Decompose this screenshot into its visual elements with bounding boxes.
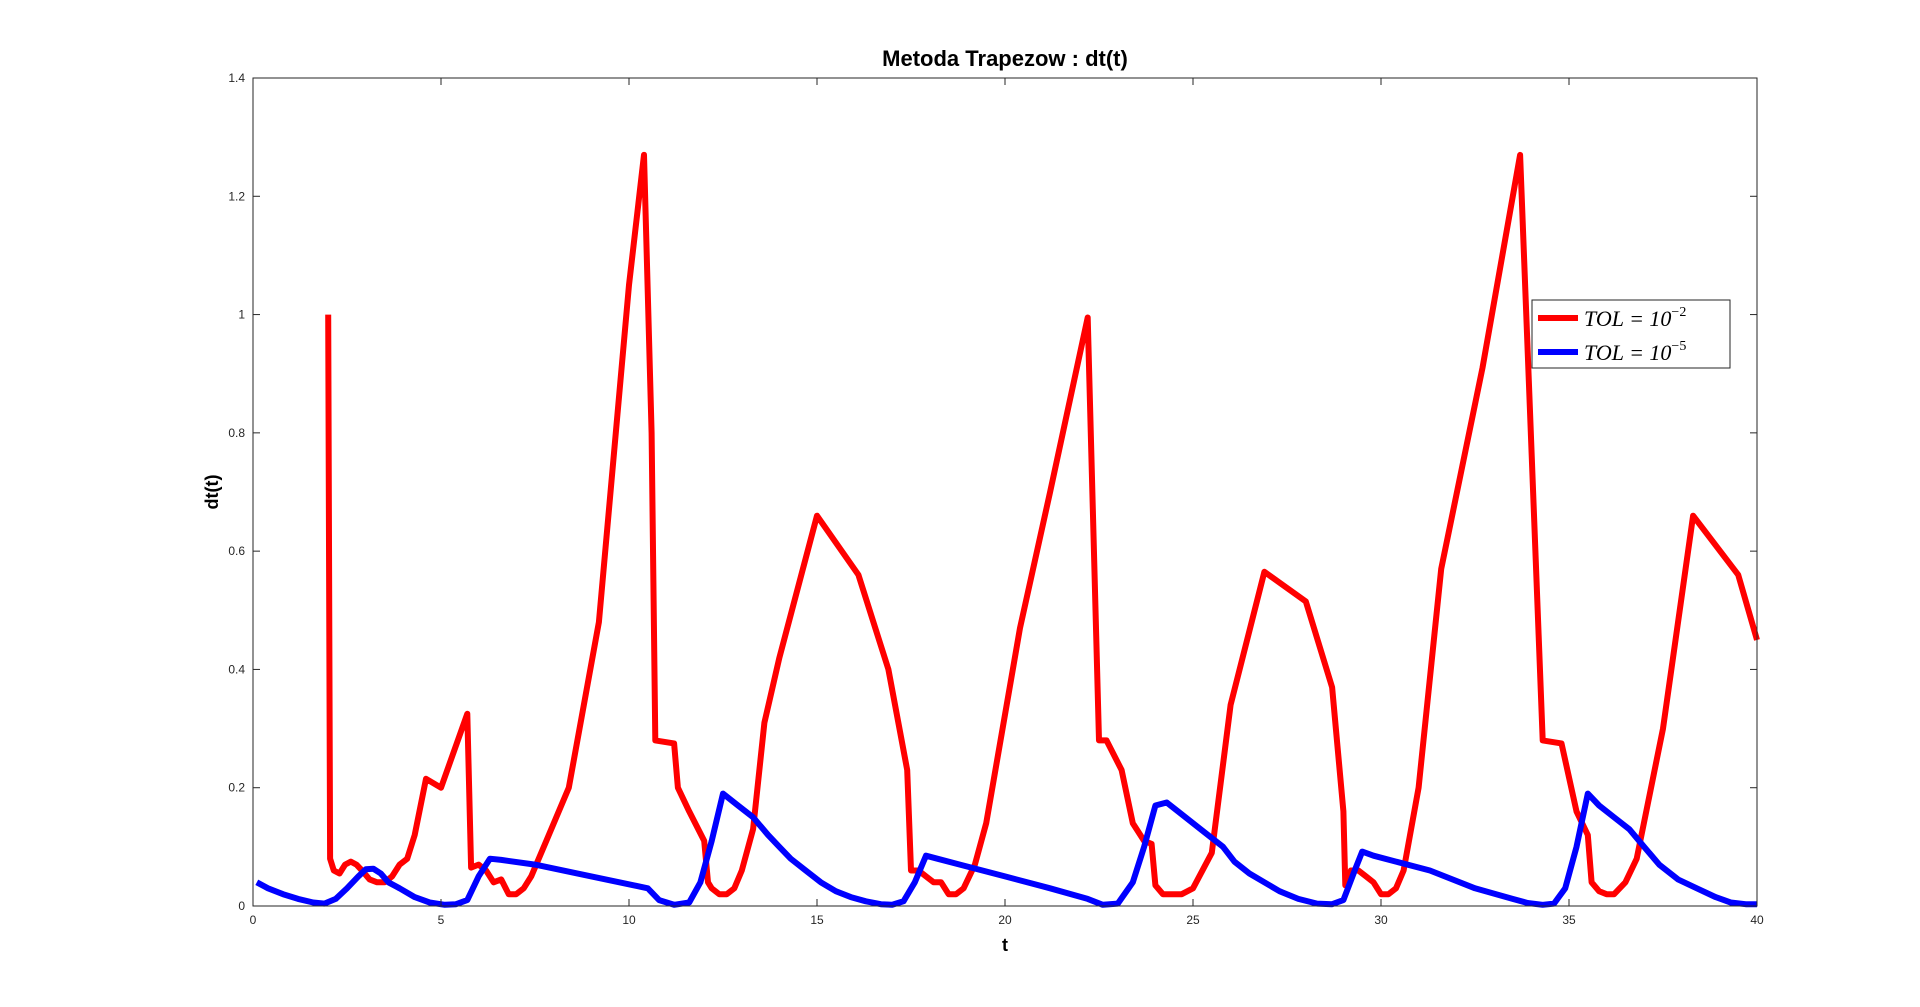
legend-label-2: TOL = 10−5 (1584, 339, 1686, 365)
x-tick-label: 5 (438, 913, 445, 927)
x-tick-label: 30 (1374, 913, 1388, 927)
y-tick-label: 0 (238, 899, 245, 913)
x-tick-label: 15 (810, 913, 824, 927)
x-tick-label: 0 (250, 913, 257, 927)
series-layer (255, 151, 1760, 908)
y-axis-label: dt(t) (202, 475, 222, 510)
legend-label-exponent: −5 (1671, 339, 1686, 354)
x-tick-label: 20 (998, 913, 1012, 927)
ticks-layer: 0 5 10 15 20 25 30 35 40 0 0.2 0.4 0.6 0.8 1 1.2 1.4 (228, 71, 1764, 927)
legend-label-exponent: −2 (1671, 305, 1686, 320)
y-tick-label: 0.4 (228, 662, 245, 676)
x-tick-label: 35 (1562, 913, 1576, 927)
y-tick-label: 1.4 (228, 71, 245, 85)
series-line-1 (325, 151, 1760, 898)
chart-title: Metoda Trapezow : dt(t) (882, 46, 1128, 71)
legend-box (1531, 299, 1731, 369)
legend-label-base: TOL = 10 (1584, 340, 1671, 365)
y-tick-label: 1 (238, 308, 245, 322)
x-tick-label: 40 (1750, 913, 1764, 927)
y-tick-label: 0.8 (228, 426, 245, 440)
legend-label-1: TOL = 10−2 (1584, 305, 1686, 331)
legend-label-base: TOL = 10 (1584, 306, 1671, 331)
y-tick-label: 1.2 (228, 189, 245, 203)
x-tick-label: 10 (622, 913, 636, 927)
x-tick-label: 25 (1186, 913, 1200, 927)
y-tick-label: 0.2 (228, 781, 245, 795)
y-tick-label: 0.6 (228, 544, 245, 558)
series-line-2 (255, 790, 1757, 908)
x-axis-label: t (1002, 935, 1008, 955)
